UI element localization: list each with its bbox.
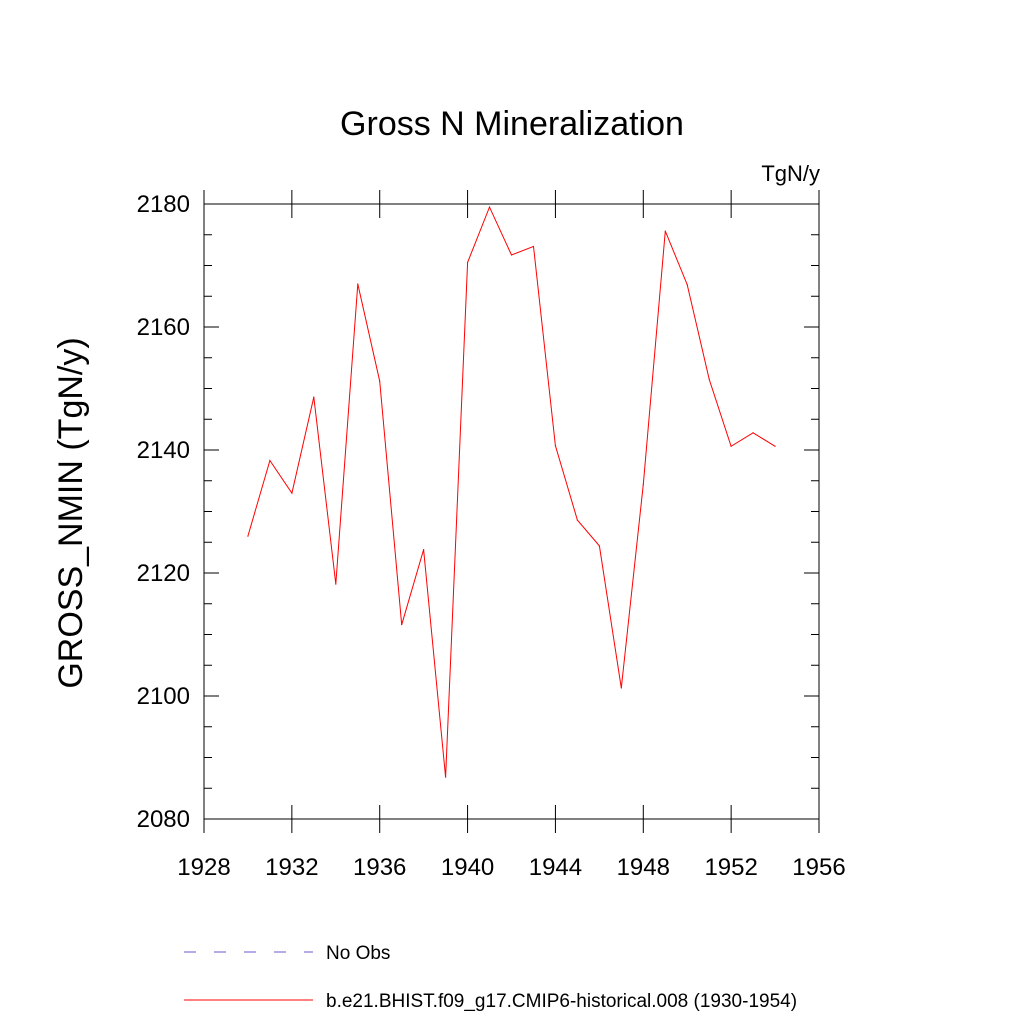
data-point — [313, 396, 315, 398]
x-tick-label: 1932 — [265, 854, 318, 881]
data-point — [379, 380, 381, 382]
x-tick-label: 1956 — [792, 854, 845, 881]
data-point — [269, 459, 271, 462]
series-line-1 — [247, 205, 776, 778]
y-axis-label: GROSS_NMIN (TgN/y) — [52, 337, 90, 688]
chart-title: Gross N Mineralization — [340, 105, 684, 143]
y-tick-label: 2100 — [137, 683, 190, 710]
x-tick-label: 1936 — [353, 854, 406, 881]
y-tick-label: 2080 — [137, 806, 190, 833]
x-tick-label: 1948 — [617, 854, 670, 881]
data-point — [291, 492, 293, 494]
data-point — [466, 261, 469, 264]
x-tick-label: 1928 — [177, 854, 230, 881]
units-label: TgN/y — [761, 161, 820, 186]
data-point — [532, 245, 535, 248]
data-point — [686, 283, 688, 286]
x-axis: 1928 1932 1936 1940 1944 1948 1952 1956 — [177, 190, 846, 881]
legend-label: No Obs — [326, 943, 390, 964]
data-point — [554, 445, 557, 447]
data-point — [642, 483, 644, 486]
data-point — [423, 549, 425, 551]
plot-frame — [203, 203, 820, 820]
legend: No Obs b.e21.BHIST.f09_g17.CMIP6-historic… — [184, 943, 797, 1012]
data-point — [357, 283, 359, 285]
y-tick-label: 2140 — [137, 437, 190, 464]
y-axis: 2080 2100 2120 2140 2160 2180 — [137, 191, 819, 833]
data-point — [664, 230, 666, 232]
data-point — [620, 687, 622, 689]
series-layer — [247, 205, 776, 778]
x-tick-label: 1952 — [704, 854, 757, 881]
data-point — [401, 624, 403, 626]
data-point — [730, 445, 732, 447]
data-point — [335, 583, 337, 585]
y-tick-label: 2160 — [137, 314, 190, 341]
data-point — [510, 254, 513, 256]
x-tick-label: 1940 — [441, 854, 494, 881]
data-point — [576, 519, 578, 521]
x-tick-label: 1944 — [529, 854, 582, 881]
legend-label: b.e21.BHIST.f09_g17.CMIP6-historical.008… — [326, 991, 797, 1012]
y-tick-label: 2180 — [137, 191, 190, 218]
data-point — [752, 432, 754, 434]
data-point — [488, 206, 491, 208]
data-point — [445, 776, 447, 778]
data-point — [247, 535, 249, 537]
y-tick-label: 2120 — [137, 560, 190, 587]
data-point — [708, 378, 710, 380]
data-point — [598, 545, 600, 547]
data-point — [774, 445, 776, 447]
